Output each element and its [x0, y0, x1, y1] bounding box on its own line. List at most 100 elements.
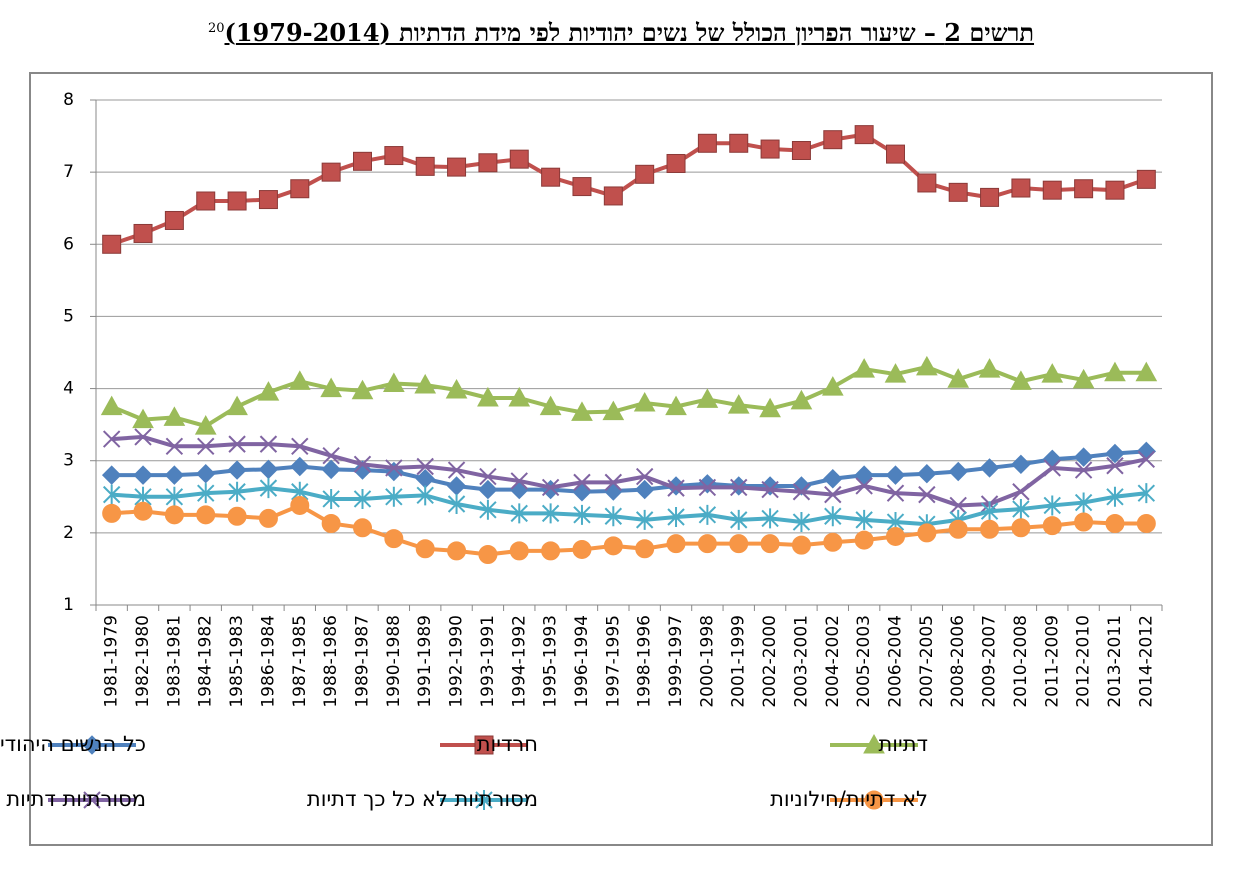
marker	[761, 508, 779, 529]
marker	[83, 791, 101, 809]
marker	[541, 503, 560, 524]
marker	[510, 503, 528, 524]
marker	[258, 190, 278, 210]
marker	[353, 488, 372, 509]
marker	[823, 532, 843, 552]
marker	[634, 479, 655, 500]
marker	[414, 373, 437, 394]
marker	[102, 484, 121, 505]
marker	[947, 368, 970, 388]
marker	[102, 430, 121, 448]
x-tick-label: 2010-2008	[1011, 615, 1031, 708]
marker	[290, 495, 310, 515]
marker	[572, 177, 592, 197]
marker	[729, 133, 749, 153]
marker	[697, 534, 717, 554]
marker	[667, 506, 685, 527]
marker	[1011, 178, 1031, 198]
marker	[978, 358, 1001, 378]
marker	[1136, 169, 1156, 189]
marker	[948, 461, 968, 482]
marker	[761, 480, 779, 499]
marker	[854, 125, 874, 145]
marker	[855, 477, 873, 495]
chart-title: תרשים 2 – שיעור הפריון הכולל של נשים יהו…	[224, 18, 1035, 47]
series-line	[111, 486, 1147, 527]
legend-label: כל הנשים היהודיות	[0, 732, 146, 756]
legend-label: חרדיות	[477, 732, 538, 756]
marker	[1137, 483, 1156, 504]
marker	[792, 512, 811, 533]
marker	[259, 478, 278, 499]
x-tick-label: 2008-2006	[948, 615, 968, 708]
marker	[165, 437, 184, 455]
x-tick-label: 1987-1985	[290, 615, 310, 708]
marker	[1072, 368, 1095, 389]
marker	[603, 536, 623, 556]
marker	[351, 379, 374, 400]
marker	[415, 539, 435, 559]
x-tick-label: 2001-1999	[729, 615, 749, 708]
legend-marker	[475, 790, 493, 810]
x-tick-label: 1999-1997	[666, 615, 686, 708]
marker	[886, 484, 905, 502]
marker	[227, 191, 247, 211]
x-tick-label: 1992-1990	[447, 615, 467, 708]
marker	[730, 478, 748, 497]
marker	[102, 234, 122, 254]
series-line	[111, 434, 1147, 508]
marker	[760, 534, 780, 554]
marker	[510, 472, 528, 490]
x-tick-label: 2014-2012	[1136, 615, 1156, 708]
marker	[980, 501, 999, 522]
x-tick-label: 1995-1993	[541, 615, 561, 708]
x-tick-label: 1998-1996	[635, 615, 655, 708]
y-tick-label: 3	[63, 451, 74, 471]
marker	[1042, 449, 1062, 469]
marker	[1012, 483, 1030, 501]
marker	[1043, 459, 1061, 477]
x-tick-label: 1985-1983	[227, 615, 247, 708]
marker	[258, 508, 278, 528]
marker	[133, 465, 153, 485]
marker	[603, 481, 624, 501]
marker	[1043, 495, 1061, 516]
marker	[1073, 447, 1094, 467]
marker	[697, 474, 718, 494]
marker	[571, 401, 593, 421]
marker	[917, 463, 937, 484]
marker	[291, 437, 309, 455]
marker	[541, 478, 560, 497]
marker	[1074, 179, 1094, 199]
marker	[288, 370, 311, 390]
marker	[635, 509, 654, 530]
x-tick-label: 2002-2000	[760, 615, 780, 708]
marker	[539, 395, 562, 416]
y-tick-label: 2	[63, 523, 74, 543]
marker	[1105, 180, 1125, 200]
x-tick-label: 2003-2001	[791, 615, 811, 708]
marker	[197, 437, 215, 455]
y-tick-label: 7	[63, 162, 74, 182]
marker	[697, 133, 717, 153]
legend-marker	[82, 735, 102, 755]
x-tick-label: 1994-1992	[509, 615, 529, 708]
x-tick-label: 1983-1981	[164, 615, 184, 708]
marker	[353, 518, 372, 538]
marker	[322, 446, 340, 465]
marker	[633, 391, 656, 412]
marker	[101, 465, 122, 485]
marker	[603, 186, 623, 206]
marker	[729, 534, 749, 554]
marker	[82, 735, 102, 755]
marker	[290, 456, 310, 477]
marker	[635, 164, 655, 184]
marker	[227, 460, 247, 480]
marker	[1104, 361, 1126, 382]
marker	[1137, 450, 1156, 468]
marker	[446, 476, 467, 496]
y-tick-label: 5	[63, 306, 74, 326]
footnote-ref: 20	[207, 21, 225, 36]
marker	[604, 506, 623, 527]
